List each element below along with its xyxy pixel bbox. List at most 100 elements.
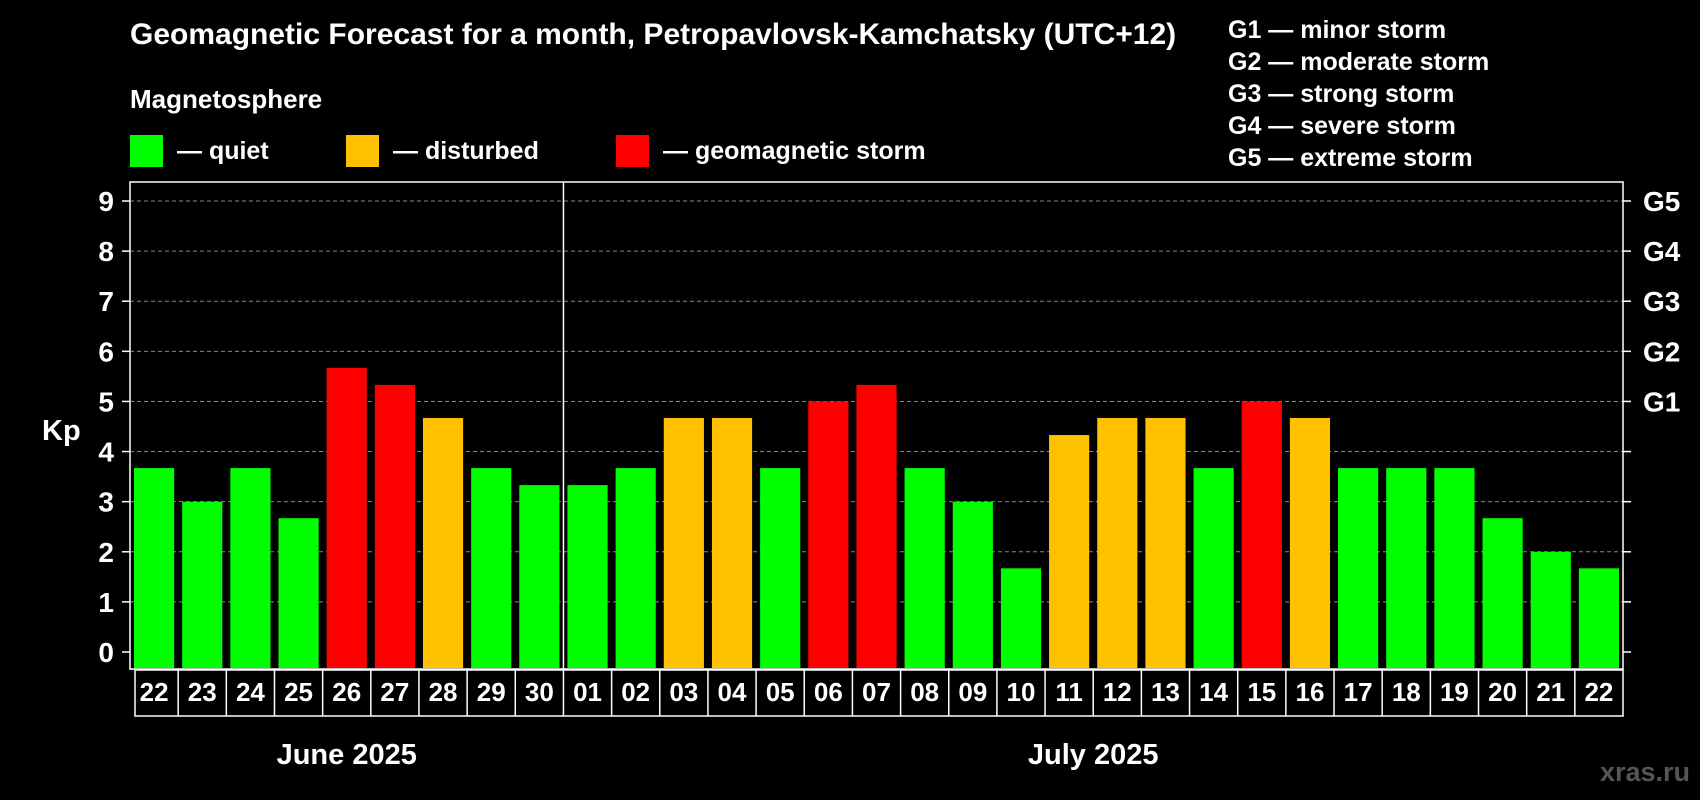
legend-label-quiet: — quiet bbox=[177, 136, 269, 165]
bar bbox=[856, 384, 897, 668]
storm-level-g2: G2 — moderate storm bbox=[1228, 48, 1490, 76]
bar bbox=[1097, 417, 1138, 668]
x-tick-label: 08 bbox=[910, 677, 939, 707]
x-tick-label: 06 bbox=[814, 677, 843, 707]
x-tick-label: 12 bbox=[1103, 677, 1132, 707]
bar bbox=[1482, 518, 1523, 668]
bar bbox=[1530, 551, 1571, 668]
legend-item-quiet: — quiet bbox=[130, 134, 269, 168]
bar bbox=[326, 367, 367, 668]
right-axis-label: G1 bbox=[1643, 386, 1680, 417]
storm-level-g4: G4 — severe storm bbox=[1228, 112, 1456, 140]
bar bbox=[952, 501, 993, 668]
x-tick-label: 18 bbox=[1392, 677, 1421, 707]
x-tick-label: 13 bbox=[1151, 677, 1180, 707]
bar bbox=[1241, 401, 1282, 668]
legend-swatch-disturbed bbox=[346, 135, 379, 167]
bar bbox=[904, 468, 945, 668]
x-tick-label: 15 bbox=[1247, 677, 1276, 707]
y-axis-label: Kp bbox=[42, 415, 81, 447]
legend-swatch-quiet bbox=[130, 135, 163, 167]
bar bbox=[1338, 468, 1379, 668]
bar bbox=[374, 384, 415, 668]
right-axis-label: G3 bbox=[1643, 286, 1680, 317]
x-tick-label: 10 bbox=[1007, 677, 1036, 707]
y-tick-label: 0 bbox=[98, 637, 114, 668]
bar bbox=[760, 468, 801, 668]
bar bbox=[471, 468, 512, 668]
storm-level-g5: G5 — extreme storm bbox=[1228, 144, 1473, 172]
bar bbox=[422, 417, 464, 668]
x-tick-label: 02 bbox=[621, 677, 650, 707]
x-tick-label: 29 bbox=[477, 677, 506, 707]
bar bbox=[808, 401, 849, 668]
legend-label-storm: — geomagnetic storm bbox=[663, 136, 926, 165]
right-axis-label: G5 bbox=[1643, 186, 1680, 217]
bar bbox=[278, 518, 319, 668]
x-tick-label: 25 bbox=[284, 677, 313, 707]
y-tick-label: 2 bbox=[98, 537, 114, 568]
x-tick-label: 14 bbox=[1199, 677, 1228, 707]
chart-title: Geomagnetic Forecast for a month, Petrop… bbox=[130, 18, 1177, 51]
legend-item-storm: — geomagnetic storm bbox=[616, 134, 926, 168]
x-tick-label: 26 bbox=[332, 677, 361, 707]
day-label-frame bbox=[134, 669, 1624, 717]
bar bbox=[182, 501, 223, 668]
x-tick-label: 09 bbox=[958, 677, 987, 707]
legend-item-disturbed: — disturbed bbox=[346, 134, 539, 168]
x-tick-label: 21 bbox=[1536, 677, 1565, 707]
legend-subtitle: Magnetosphere bbox=[130, 84, 323, 114]
storm-level-g3: G3 — strong storm bbox=[1228, 80, 1455, 108]
watermark: xras.ru bbox=[1599, 757, 1690, 787]
x-tick-label: 17 bbox=[1344, 677, 1373, 707]
bar bbox=[519, 485, 560, 668]
x-tick-label: 07 bbox=[862, 677, 891, 707]
y-tick-label: 4 bbox=[98, 437, 114, 468]
bar bbox=[615, 468, 656, 668]
y-tick-label: 6 bbox=[98, 336, 114, 367]
x-tick-label: 01 bbox=[573, 677, 602, 707]
y-tick-label: 7 bbox=[98, 286, 114, 317]
x-tick-label: 20 bbox=[1488, 677, 1517, 707]
storm-level-g1: G1 — minor storm bbox=[1228, 16, 1447, 44]
x-tick-label: 28 bbox=[429, 677, 458, 707]
bar bbox=[1193, 468, 1234, 668]
x-tick-label: 30 bbox=[525, 677, 554, 707]
month-label: June 2025 bbox=[277, 739, 417, 771]
bar bbox=[567, 485, 608, 668]
y-tick-label: 1 bbox=[98, 587, 114, 618]
x-tick-label: 04 bbox=[718, 677, 747, 707]
bar bbox=[1289, 417, 1331, 668]
x-tick-label: 11 bbox=[1055, 677, 1083, 707]
y-tick-label: 5 bbox=[98, 386, 114, 417]
bar bbox=[711, 417, 753, 668]
bar bbox=[1000, 568, 1042, 668]
bar bbox=[1578, 568, 1619, 668]
x-tick-label: 03 bbox=[669, 677, 698, 707]
x-tick-label: 24 bbox=[236, 677, 265, 707]
month-label: July 2025 bbox=[1028, 739, 1159, 771]
bar bbox=[663, 417, 704, 668]
bar bbox=[1386, 468, 1427, 668]
legend-swatch-storm bbox=[616, 135, 649, 167]
storm-level-list: G1 — minor storm G2 — moderate storm G3 … bbox=[1228, 14, 1489, 174]
x-tick-label: 22 bbox=[1584, 677, 1613, 707]
y-tick-label: 8 bbox=[98, 236, 114, 267]
x-tick-label: 27 bbox=[380, 677, 409, 707]
bar bbox=[230, 468, 271, 668]
y-tick-label: 3 bbox=[98, 487, 114, 518]
x-tick-label: 19 bbox=[1440, 677, 1469, 707]
legend-label-disturbed: — disturbed bbox=[393, 136, 539, 165]
x-tick-label: 16 bbox=[1295, 677, 1324, 707]
bar bbox=[1145, 417, 1186, 668]
bar bbox=[1434, 468, 1475, 668]
bar bbox=[134, 468, 175, 668]
bar bbox=[1049, 435, 1090, 668]
x-tick-label: 05 bbox=[766, 677, 795, 707]
plot-frame bbox=[129, 181, 1624, 670]
x-tick-label: 23 bbox=[188, 677, 217, 707]
y-tick-label: 9 bbox=[98, 186, 114, 217]
right-axis-label: G2 bbox=[1643, 336, 1680, 367]
x-tick-label: 22 bbox=[140, 677, 169, 707]
